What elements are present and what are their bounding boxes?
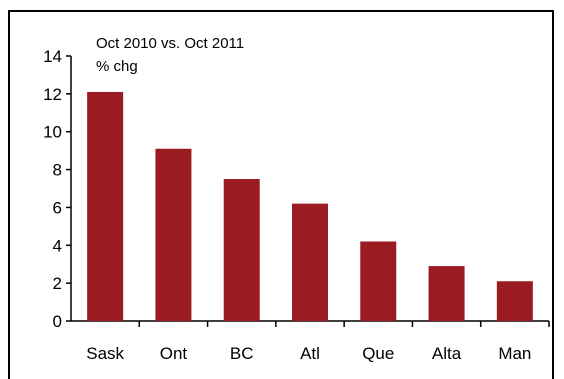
bar-sask: [87, 91, 124, 321]
bar-alta: [428, 266, 465, 321]
bar-bc: [223, 179, 260, 321]
y-tick-label: 4: [53, 236, 62, 255]
bar-atl: [292, 203, 328, 321]
y-tick-label: 14: [43, 47, 62, 66]
y-tick-label: 10: [43, 123, 62, 142]
y-tick-label: 8: [53, 161, 62, 180]
bar-que: [360, 241, 397, 321]
cropped-top-strip: [0, 0, 564, 10]
bars: [87, 91, 533, 321]
x-tick-label: Alta: [432, 344, 462, 363]
y-axis: 0 2 4 6 8 10 12 14: [43, 47, 72, 331]
y-tick-label: 2: [53, 274, 62, 293]
y-tick-label: 6: [53, 198, 62, 217]
x-axis: [71, 320, 550, 327]
x-tick-label: BC: [230, 344, 254, 363]
y-tick-label: 12: [43, 85, 62, 104]
chart-annotation: Oct 2010 vs. Oct 2011 % chg: [96, 35, 244, 75]
x-tick-label: Ont: [160, 344, 188, 363]
x-tick-labels: Sask Ont BC Atl Que Alta Man: [86, 344, 531, 363]
chart-frame: [8, 10, 554, 379]
annotation-line-1: Oct 2010 vs. Oct 2011: [96, 35, 244, 52]
bar-ont: [155, 148, 192, 321]
x-tick-label: Man: [498, 344, 531, 363]
annotation-line-2: % chg: [96, 58, 138, 75]
y-tick-label: 0: [53, 312, 62, 331]
x-tick-label: Atl: [300, 344, 320, 363]
x-tick-label: Que: [362, 344, 394, 363]
bar-man: [496, 281, 533, 321]
x-tick-label: Sask: [86, 344, 124, 363]
